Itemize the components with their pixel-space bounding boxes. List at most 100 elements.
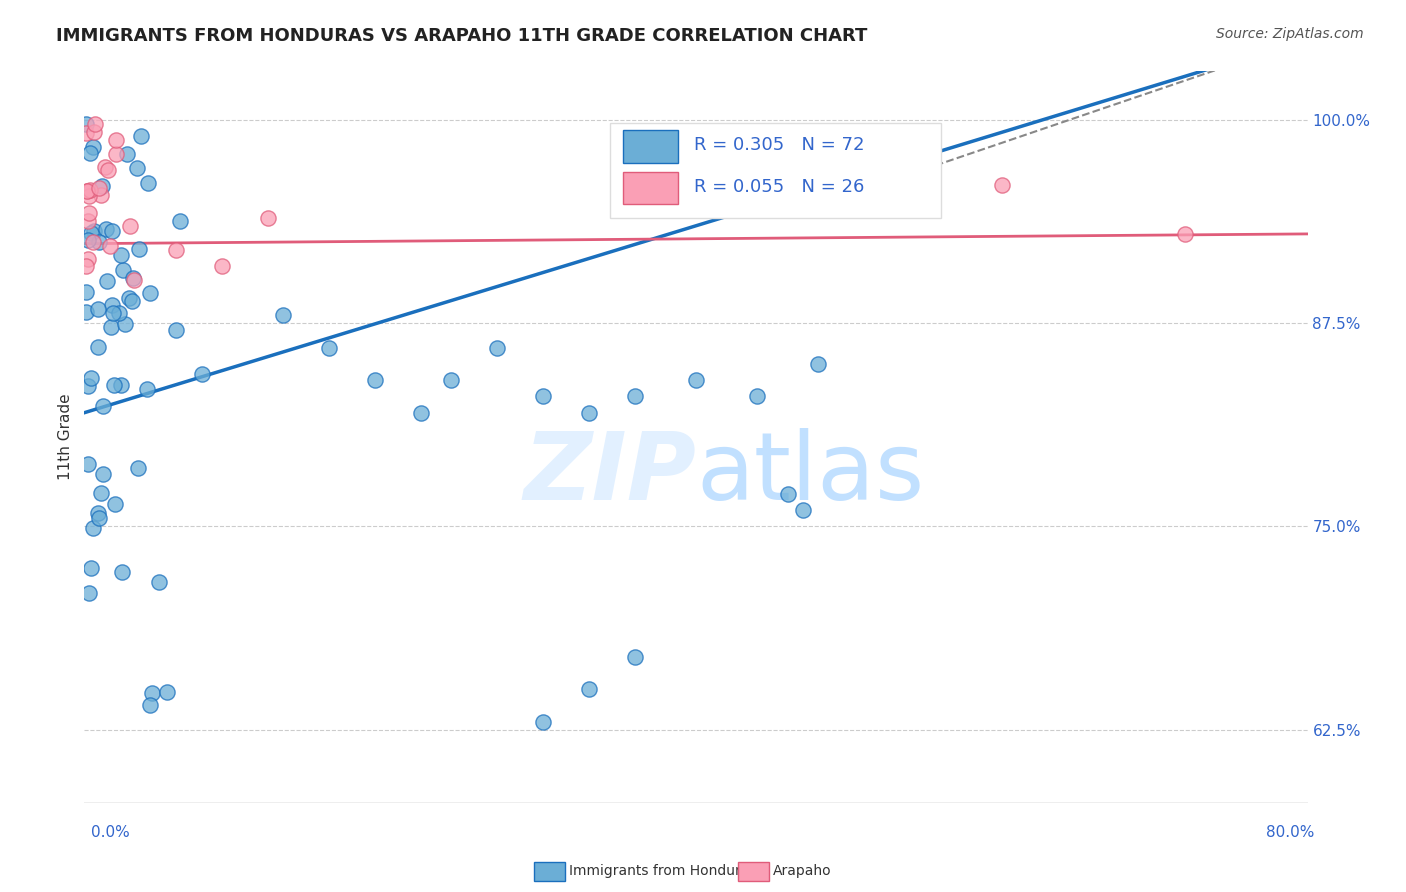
- Point: [87, 180, 110, 194]
- Point: [747, 389, 769, 403]
- Point: [91, 467, 114, 482]
- Point: [75, 259, 97, 273]
- Point: [79, 560, 101, 574]
- Point: [624, 649, 647, 664]
- Point: [807, 357, 830, 371]
- Point: [409, 406, 432, 420]
- Point: [578, 681, 600, 696]
- FancyBboxPatch shape: [623, 171, 678, 204]
- Point: [77, 252, 100, 266]
- Point: [110, 378, 132, 392]
- Point: [1174, 227, 1197, 241]
- Point: [776, 487, 799, 501]
- Point: [101, 298, 124, 312]
- Point: [991, 178, 1014, 193]
- Text: ZIP: ZIP: [523, 427, 696, 520]
- Point: [77, 213, 100, 227]
- Point: [101, 224, 124, 238]
- Point: [105, 147, 128, 161]
- Point: [82, 521, 104, 535]
- Point: [138, 176, 160, 190]
- FancyBboxPatch shape: [623, 130, 678, 163]
- Point: [75, 285, 97, 299]
- Point: [624, 389, 647, 403]
- Point: [79, 146, 101, 161]
- Point: [89, 510, 111, 524]
- Text: R = 0.055   N = 26: R = 0.055 N = 26: [693, 178, 863, 196]
- FancyBboxPatch shape: [610, 122, 941, 218]
- Point: [76, 185, 98, 199]
- Point: [531, 714, 554, 729]
- Text: Immigrants from Honduras: Immigrants from Honduras: [569, 864, 756, 879]
- Point: [117, 291, 139, 305]
- Point: [685, 373, 707, 387]
- Text: R = 0.305   N = 72: R = 0.305 N = 72: [693, 136, 865, 153]
- Point: [114, 317, 136, 331]
- Point: [83, 224, 105, 238]
- Point: [91, 178, 114, 193]
- Point: [79, 182, 101, 196]
- Text: 0.0%: 0.0%: [91, 825, 131, 840]
- Point: [77, 458, 100, 472]
- Point: [75, 305, 97, 319]
- Point: [318, 341, 340, 355]
- Point: [96, 274, 118, 288]
- Point: [77, 233, 100, 247]
- Point: [75, 117, 97, 131]
- Point: [108, 306, 131, 320]
- Text: atlas: atlas: [696, 427, 924, 520]
- Point: [87, 506, 110, 520]
- Point: [165, 243, 187, 257]
- Point: [86, 302, 108, 317]
- Point: [111, 566, 134, 580]
- Point: [94, 222, 117, 236]
- Point: [82, 235, 104, 250]
- Point: [122, 273, 145, 287]
- Point: [87, 235, 110, 250]
- Point: [80, 371, 103, 385]
- Point: [94, 161, 117, 175]
- Point: [103, 377, 125, 392]
- Point: [98, 239, 121, 253]
- Point: [122, 270, 145, 285]
- Point: [165, 322, 187, 336]
- Point: [77, 378, 100, 392]
- Text: Source: ZipAtlas.com: Source: ZipAtlas.com: [1216, 27, 1364, 41]
- Point: [77, 586, 100, 600]
- Point: [531, 389, 554, 403]
- Point: [139, 285, 162, 300]
- Point: [90, 187, 112, 202]
- Point: [127, 161, 149, 176]
- Point: [156, 684, 179, 698]
- Point: [104, 497, 127, 511]
- Point: [257, 211, 280, 225]
- Point: [77, 206, 100, 220]
- Point: [111, 263, 134, 277]
- Point: [148, 574, 170, 589]
- Y-axis label: 11th Grade: 11th Grade: [58, 393, 73, 481]
- Point: [82, 140, 104, 154]
- Point: [87, 340, 110, 354]
- Point: [83, 125, 105, 139]
- Point: [120, 219, 142, 233]
- Point: [97, 162, 120, 177]
- Point: [104, 133, 127, 147]
- Point: [115, 146, 138, 161]
- Point: [141, 686, 163, 700]
- Point: [101, 306, 124, 320]
- Point: [129, 128, 152, 143]
- Point: [211, 260, 233, 274]
- Point: [135, 383, 157, 397]
- Point: [110, 247, 132, 261]
- Point: [75, 126, 97, 140]
- Point: [90, 486, 112, 500]
- Point: [792, 503, 814, 517]
- Point: [190, 368, 212, 382]
- Point: [80, 227, 103, 241]
- Point: [121, 293, 143, 308]
- Point: [440, 373, 463, 387]
- Text: IMMIGRANTS FROM HONDURAS VS ARAPAHO 11TH GRADE CORRELATION CHART: IMMIGRANTS FROM HONDURAS VS ARAPAHO 11TH…: [56, 27, 868, 45]
- Point: [364, 373, 387, 387]
- Point: [139, 698, 162, 713]
- Point: [271, 308, 294, 322]
